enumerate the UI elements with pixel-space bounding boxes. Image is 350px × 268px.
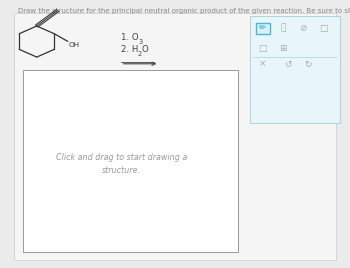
Text: 3: 3 xyxy=(139,39,143,45)
Text: Draw the structure for the principal neutral organic product of the given reacti: Draw the structure for the principal neu… xyxy=(18,8,350,14)
Bar xyxy=(256,23,270,34)
Text: ↻: ↻ xyxy=(304,59,312,68)
Text: 2. H: 2. H xyxy=(121,44,138,54)
Text: □: □ xyxy=(258,44,267,53)
Bar xyxy=(250,16,340,123)
Text: ✏: ✏ xyxy=(259,24,266,33)
Text: ⛓: ⛓ xyxy=(280,24,286,33)
Text: □: □ xyxy=(319,24,328,33)
Text: 2: 2 xyxy=(137,51,141,57)
Bar xyxy=(23,70,238,252)
Text: structure.: structure. xyxy=(102,166,141,174)
Text: O: O xyxy=(142,44,148,54)
Text: ⊞: ⊞ xyxy=(279,44,287,53)
Text: OH: OH xyxy=(69,42,80,48)
Text: ↺: ↺ xyxy=(284,59,292,68)
Text: Click and drag to start drawing a: Click and drag to start drawing a xyxy=(56,153,187,162)
Text: 1. O: 1. O xyxy=(121,32,138,42)
Text: ⊘: ⊘ xyxy=(299,24,307,33)
Text: ×: × xyxy=(259,59,266,68)
